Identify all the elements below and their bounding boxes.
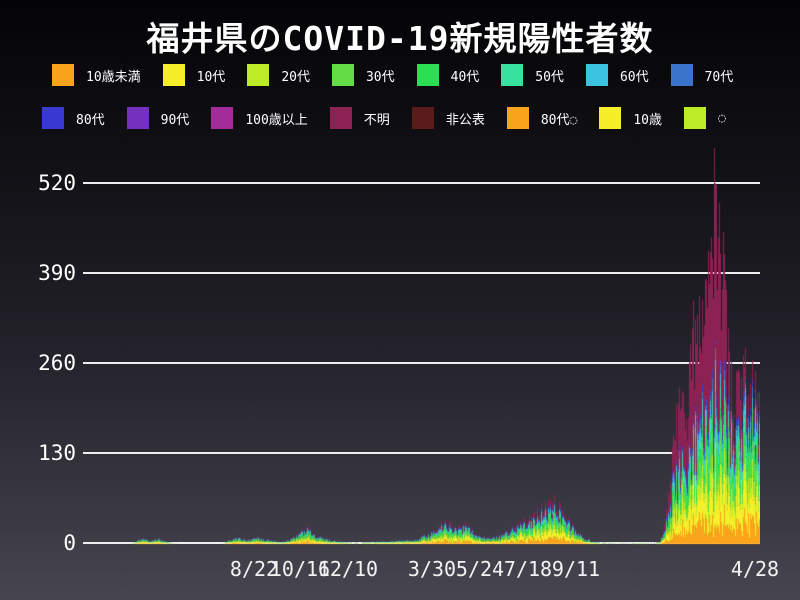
- legend-item-label: 100歳以上: [245, 112, 308, 128]
- chart-title: 福井県のCOVID-19新規陽性者数: [146, 19, 654, 58]
- legend-item-label: 40代: [450, 69, 480, 85]
- y-axis-tick-label: 390: [38, 261, 76, 285]
- legend-item: 不明: [329, 107, 390, 129]
- x-axis-tick-label: 10/16: [269, 557, 331, 581]
- legend-item-label: 80代◌: [540, 112, 578, 128]
- legend-item: 非公表: [411, 107, 485, 129]
- legend-swatch: [416, 64, 439, 86]
- legend-item: 40代: [416, 64, 480, 86]
- legend-row-2: 80代 90代 100歳以上 不明 非公表 80代◌ 10歳 ◌: [0, 107, 726, 129]
- x-axis-tick-label: 7/18: [503, 557, 553, 581]
- legend-row-1: 10歳未満 10代 20代 30代 40代 50代 60代 70代: [0, 64, 733, 86]
- legend-item: 50代: [501, 64, 564, 86]
- legend-swatch: [501, 64, 524, 86]
- y-axis-tick-label: 260: [38, 351, 76, 375]
- legend-item-label: 10歳: [633, 112, 662, 128]
- legend-item-label: 70代: [704, 69, 734, 85]
- legend-item: 30代: [331, 64, 395, 86]
- stacked-bar-chart: [83, 148, 760, 546]
- legend-swatch: [162, 64, 185, 86]
- legend-item-label: 非公表: [445, 112, 485, 128]
- legend-item: ◌: [683, 107, 726, 129]
- legend-item: 10代: [162, 64, 226, 86]
- legend-item: 70代: [670, 64, 734, 86]
- legend-swatch: [599, 107, 622, 129]
- legend-swatch: [247, 64, 270, 86]
- legend-item-label: 90代: [160, 112, 190, 128]
- legend-item-label: 60代: [619, 69, 649, 85]
- x-axis-tick-label: 8/22: [229, 557, 279, 581]
- legend-item: 10歳: [599, 107, 662, 129]
- legend-swatch: [329, 107, 352, 129]
- legend-item: 20代: [247, 64, 310, 86]
- legend-swatch: [411, 107, 434, 129]
- legend-item-label: 10歳未満: [86, 69, 141, 85]
- legend-item: 80代◌: [506, 107, 578, 129]
- legend-swatch: [126, 107, 149, 129]
- legend-swatch: [683, 107, 706, 129]
- legend-swatch: [506, 107, 529, 129]
- legend-item-label: 50代: [535, 69, 564, 85]
- x-axis-tick-label: 4/28: [730, 557, 780, 581]
- legend-item-label: 不明: [363, 112, 390, 128]
- legend-item: 10歳未満: [52, 64, 141, 86]
- y-axis-tick-label: 130: [38, 441, 76, 465]
- legend-swatch: [331, 64, 354, 86]
- x-axis-tick-label: 9/11: [551, 557, 601, 581]
- legend-item: 60代: [585, 64, 649, 86]
- legend-item-label: 10代: [196, 69, 226, 85]
- legend-item-label: 30代: [365, 69, 395, 85]
- x-axis-tick-label: 3/30: [407, 557, 457, 581]
- legend-swatch: [211, 107, 234, 129]
- y-axis-tick-label: 0: [63, 531, 76, 555]
- x-axis-tick-label: 5/24: [455, 557, 505, 581]
- y-axis-tick-label: 520: [38, 171, 76, 195]
- legend-swatch: [585, 64, 608, 86]
- legend-item: 100歳以上: [211, 107, 308, 129]
- legend-swatch: [42, 107, 64, 129]
- legend-swatch: [52, 64, 74, 86]
- legend-item: 80代: [42, 107, 105, 129]
- legend-item-label: 80代: [76, 112, 105, 128]
- legend-swatch: [670, 64, 693, 86]
- legend-item: 90代: [126, 107, 190, 129]
- legend-item-label: ◌: [717, 110, 726, 126]
- x-axis-tick-label: 12/10: [317, 557, 379, 581]
- legend-item-label: 20代: [281, 69, 310, 85]
